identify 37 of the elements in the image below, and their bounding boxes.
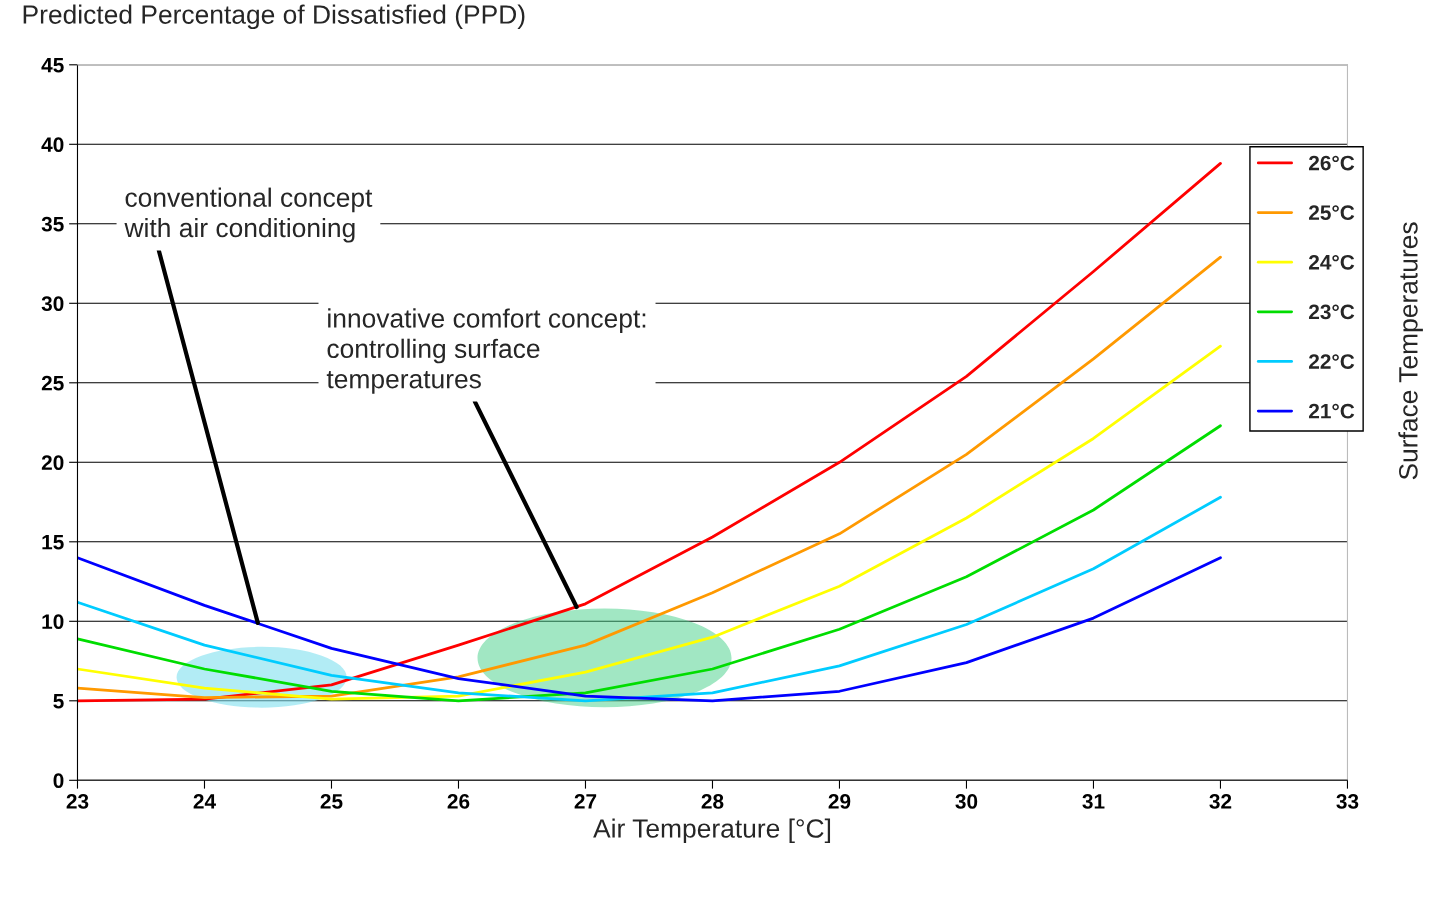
legend-label: 26°C [1308,155,1355,171]
x-tick-label: 33 [1336,794,1359,809]
line-series [77,255,1222,700]
legend-label: 23°C [1308,304,1355,320]
y-tick-label: 10 [42,614,64,630]
legend-label: 24°C [1308,254,1355,270]
y-tick-label: 45 [41,58,64,73]
x-tick-label: 32 [1209,794,1232,809]
line-series [77,424,1222,703]
annotation: innovative comfort concept: controlling surface temperatures [326,308,646,394]
legend-label: 25°C [1308,205,1355,221]
legend-label: 21°C [1308,403,1355,419]
legend-label: 22°C [1308,354,1355,369]
x-tick-label: 23 [66,794,89,809]
y-tick-label: 40 [41,137,64,153]
x-tick-label: 27 [574,794,597,809]
x-tick-label: 28 [701,794,724,809]
y-tick-label: 5 [53,694,64,709]
y-tick-label: 0 [53,773,64,789]
line-series [77,495,1222,703]
y-tick-label: 25 [41,375,64,391]
x-axis-title: Air Temperature [°C] [593,818,831,844]
annotation: conventional concept with air conditioning [124,187,373,243]
line-series [77,161,1222,703]
x-tick-label: 25 [320,794,343,809]
x-tick-label: 26 [447,794,470,809]
x-tick-label: 24 [193,794,216,809]
legend-title: Surface Temperatures [1398,222,1423,480]
y-tick-label: 20 [41,455,64,471]
x-tick-label: 30 [955,794,978,809]
y-tick-label: 30 [41,296,64,312]
chart-title: Predicted Percentage of Dissatisfied (PPD) [23,4,525,30]
x-tick-label: 31 [1082,794,1105,809]
x-tick-label: 29 [828,794,851,809]
line-series [77,556,1222,703]
y-tick-label: 35 [41,216,64,232]
y-tick-label: 15 [42,535,64,550]
